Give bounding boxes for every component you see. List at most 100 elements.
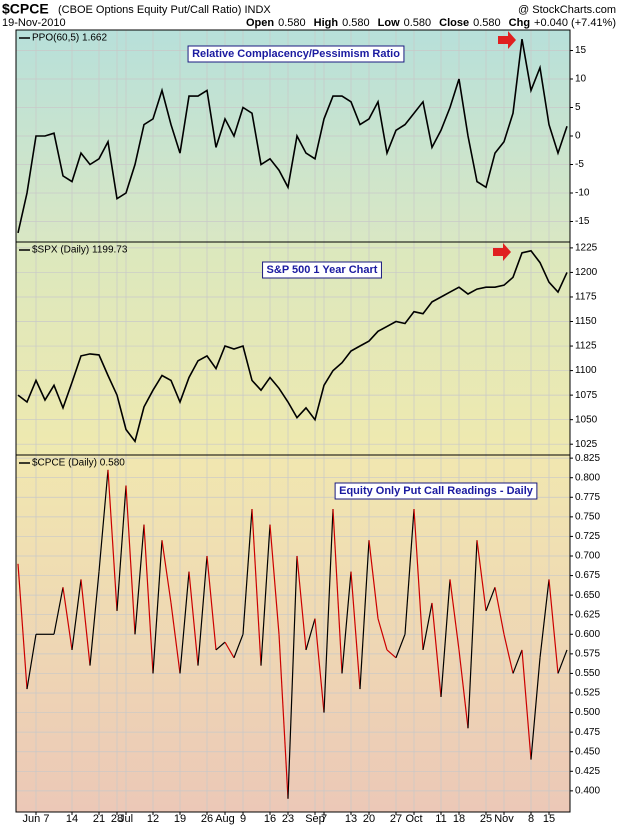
x-tick-label: 8	[528, 813, 534, 825]
x-tick-label: 25	[480, 813, 492, 825]
x-tick-label: Nov	[494, 813, 514, 825]
y-tick-label: 0.525	[575, 688, 600, 699]
panel-background	[16, 455, 570, 812]
legend-label: PPO(60,5) 1.662	[32, 33, 107, 44]
x-tick-label: 11	[435, 813, 446, 825]
line-segment	[359, 540, 370, 690]
line-segment	[269, 524, 280, 635]
x-tick-label: 12	[147, 813, 159, 825]
line-segment	[125, 485, 136, 635]
line-segment	[98, 469, 109, 572]
x-tick-label: Jun 7	[23, 813, 50, 825]
y-tick-label: 0.600	[575, 629, 600, 640]
y-tick-label: -5	[575, 159, 584, 170]
x-tick-label: Jul	[119, 813, 133, 825]
symbol: $CPCE	[2, 1, 49, 17]
line-segment	[422, 602, 433, 651]
x-tick-label: 23	[282, 813, 294, 825]
y-tick-label: 0.450	[575, 746, 600, 757]
panel: -15 -10 -5 0 5 10 15 PPO(60,5) 1.662 Relative Co…	[15, 29, 590, 243]
arrow	[498, 31, 516, 49]
y-tick-label: 1050	[575, 414, 598, 425]
y-tick-label: 0	[575, 131, 581, 142]
y-tick-label: 0.700	[575, 551, 600, 562]
line-segment	[152, 540, 163, 674]
title-box	[262, 261, 382, 279]
panel-title: Relative Complacency/Pessimism Ratio	[192, 48, 400, 60]
line-segment	[170, 602, 181, 674]
y-tick-label: 0.750	[575, 511, 600, 522]
quote-value: 0.580	[404, 17, 432, 29]
line-segment	[323, 508, 334, 713]
x-tick-label: 16	[264, 813, 276, 825]
line-segment	[161, 540, 172, 604]
x-tick-label: 21	[93, 813, 105, 825]
line-segment	[386, 649, 397, 659]
line-segment	[80, 579, 91, 666]
y-tick-label: 1125	[575, 341, 597, 352]
line-segment	[314, 618, 325, 713]
y-tick-label: 0.550	[575, 668, 600, 679]
line-segment	[143, 524, 154, 674]
x-tick-label: Aug	[215, 813, 235, 825]
legend-label: $CPCE (Daily) 0.580	[32, 458, 125, 469]
line-segment	[17, 563, 28, 690]
quote-label: High	[314, 17, 339, 29]
line-segment	[332, 508, 343, 674]
y-tick-label: 0.425	[575, 766, 600, 777]
y-tick-label: 0.675	[575, 570, 600, 581]
line-segment	[395, 634, 406, 658]
y-tick-label: 1075	[575, 390, 598, 401]
y-tick-label: 0.825	[575, 453, 600, 464]
line-segment	[431, 602, 442, 697]
line	[17, 249, 568, 444]
x-tick-label: Sep	[305, 813, 325, 825]
x-tick-label: 7	[321, 813, 327, 825]
y-tick-label: 1100	[575, 365, 597, 376]
line-segment	[476, 540, 487, 611]
y-tick-label: 0.475	[575, 727, 600, 738]
y-tick-label: 15	[575, 45, 587, 56]
line-segment	[206, 555, 217, 650]
x-tick-label: 28	[111, 813, 123, 825]
line-segment	[260, 524, 271, 666]
line-segment	[197, 555, 208, 666]
y-tick-label: 0.500	[575, 707, 600, 718]
line-segment	[188, 571, 199, 666]
panel-title: Equity Only Put Call Readings - Daily	[339, 485, 534, 497]
line-segment	[242, 508, 253, 635]
line-segment	[107, 469, 118, 611]
x-tick-label: Oct	[405, 813, 422, 825]
line-segment	[71, 579, 82, 651]
quote-value: 0.580	[278, 17, 306, 29]
legend-label: $SPX (Daily) 1199.73	[32, 245, 128, 256]
line-segment	[467, 540, 478, 729]
line-segment	[287, 555, 298, 799]
x-tick-label: 18	[453, 813, 465, 825]
line-segment	[305, 618, 316, 651]
y-tick-label: 1025	[575, 439, 598, 450]
quote-label: Low	[378, 17, 400, 29]
line-segment	[512, 649, 523, 674]
y-tick-label: 1200	[575, 267, 598, 278]
arrow	[493, 243, 511, 261]
line-segment	[296, 555, 307, 650]
y-tick-label: 0.650	[575, 590, 600, 601]
x-tick-label: 15	[543, 813, 555, 825]
y-tick-label: 1150	[575, 316, 597, 327]
line-segment	[179, 571, 190, 674]
line-segment	[134, 524, 145, 635]
panel: 0.400 0.425 0.450 0.475 0.500 0.525 0.550 0.575…	[15, 453, 600, 813]
line-segment	[413, 508, 424, 650]
line-segment	[116, 485, 127, 611]
line-segment	[26, 634, 37, 690]
line-segment	[548, 579, 559, 674]
y-tick-label: -10	[575, 188, 590, 199]
line-segment	[440, 579, 451, 697]
line-segment	[404, 508, 415, 635]
line-segment	[557, 649, 568, 674]
x-tick-label: 19	[174, 813, 186, 825]
line-segment	[485, 587, 496, 612]
line-segment	[377, 618, 388, 651]
